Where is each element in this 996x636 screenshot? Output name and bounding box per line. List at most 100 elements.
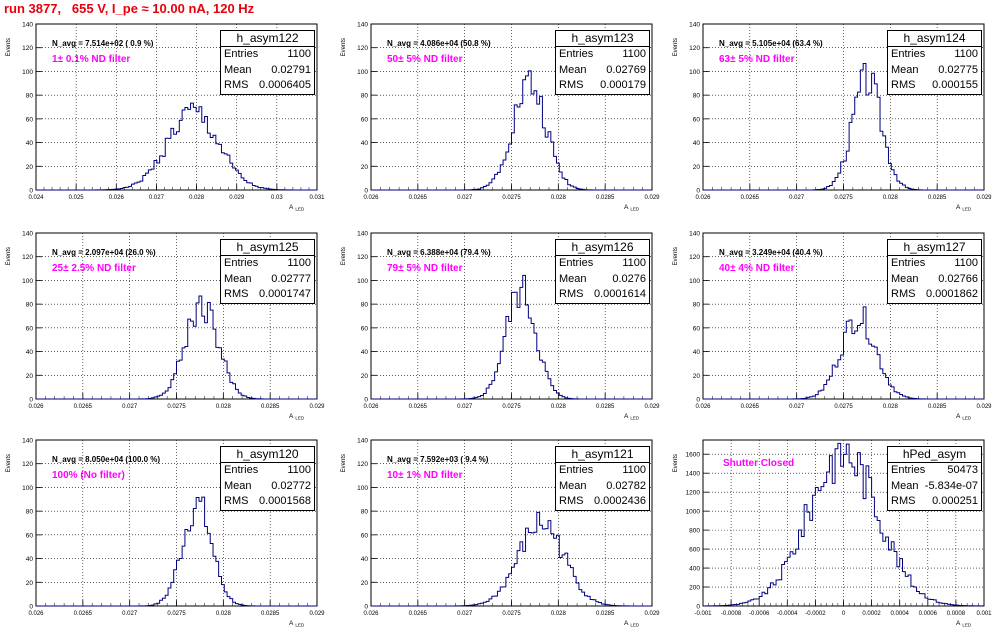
stats-mean-row: Mean 0.02791 xyxy=(221,63,314,79)
y-tick-label: 1000 xyxy=(686,509,701,516)
stats-label: RMS xyxy=(224,495,249,507)
stats-mean-row: Mean 0.02772 xyxy=(221,479,314,495)
x-axis-label: A LED xyxy=(624,413,640,421)
x-tick-label: 0.0275 xyxy=(834,404,853,410)
stats-value: 0.0276 xyxy=(612,272,646,285)
stats-value: 0.0001862 xyxy=(926,288,978,300)
stats-value: 0.0001614 xyxy=(594,288,646,300)
x-tick-label: 0.028 xyxy=(883,404,899,410)
stats-rms-row: RMS 0.0006405 xyxy=(221,78,314,94)
x-tick-label: 0.029 xyxy=(644,611,660,617)
y-tick-label: 120 xyxy=(22,461,33,468)
stats-label: RMS xyxy=(559,79,584,91)
stats-label: Entries xyxy=(891,257,926,269)
stats-entries-row: Entries 1100 xyxy=(888,47,981,63)
x-tick-label: 0.0265 xyxy=(74,611,93,617)
y-tick-label: 100 xyxy=(22,278,33,285)
stats-value: 1100 xyxy=(622,257,646,269)
y-tick-label: 60 xyxy=(693,325,701,332)
stats-entries-row: Entries 1100 xyxy=(221,256,314,272)
x-tick-label: 0.028 xyxy=(883,195,899,201)
plot-frame xyxy=(35,23,318,191)
filter-label: 25± 2.5% ND filter xyxy=(52,263,136,274)
stats-rms-row: RMS 0.0001747 xyxy=(221,287,314,303)
y-axis-label: Events xyxy=(6,247,12,265)
x-tick-label: 0.026 xyxy=(28,611,44,617)
stats-label: Mean xyxy=(559,63,587,76)
y-tick-label: 140 xyxy=(357,22,368,29)
x-tick-label: 0.028 xyxy=(551,404,567,410)
x-axis-label: A LED xyxy=(956,204,972,212)
stats-value: 1100 xyxy=(954,48,978,60)
x-tick-label: 0.027 xyxy=(122,404,138,410)
y-tick-label: 20 xyxy=(26,373,34,380)
histogram-line xyxy=(371,511,652,607)
stats-value: 1100 xyxy=(287,48,311,60)
x-axis-label-sub: LED xyxy=(962,207,972,212)
stats-label: Entries xyxy=(891,464,926,476)
y-tick-label: 0 xyxy=(364,397,368,404)
stats-box: h_asym120 Entries 1100 Mean 0.02772 RMS 0.0001… xyxy=(220,446,315,511)
stats-label: RMS xyxy=(224,288,249,300)
n-avg-label: N_avg = 7.514e+02 ( 0.9 %) xyxy=(52,39,154,48)
n-avg-label: N_avg = 8.050e+04 (100.0 %) xyxy=(52,455,161,464)
stats-label: RMS xyxy=(891,79,916,91)
y-tick-label: 60 xyxy=(361,532,369,539)
y-tick-label: 80 xyxy=(26,93,34,100)
x-tick-label: 0.026 xyxy=(109,195,125,201)
stats-entries-row: Entries 1100 xyxy=(221,47,314,63)
y-tick-label: 100 xyxy=(357,69,368,76)
stats-rms-row: RMS 0.0002436 xyxy=(556,494,649,510)
histogram-line xyxy=(36,102,317,191)
histogram-panel: 0 20 40 60 80 100 120 140 0.026 0.0265 0.027 0.0275… xyxy=(667,16,992,220)
x-tick-label: 0.0275 xyxy=(834,195,853,201)
y-tick-label: 40 xyxy=(26,140,34,147)
x-tick-label: 0.0265 xyxy=(74,404,93,410)
stats-entries-row: Entries 1100 xyxy=(556,463,649,479)
y-tick-label: 140 xyxy=(357,231,368,238)
y-tick-label: 20 xyxy=(361,164,369,171)
stats-label: Mean xyxy=(224,63,252,76)
page-title: run 3877, 655 V, I_pe ≈ 10.00 nA, 120 Hz xyxy=(4,1,255,16)
filter-label: 40± 4% ND filter xyxy=(719,263,795,274)
histogram-name: h_asym127 xyxy=(888,240,981,256)
x-tick-label: 0.0265 xyxy=(409,611,428,617)
stats-label: RMS xyxy=(224,79,249,91)
histogram-panel: 0 20 40 60 80 100 120 140 0.026 0.0265 0.027 0.0275… xyxy=(335,225,660,429)
stats-value: 0.0001568 xyxy=(259,495,311,507)
y-tick-label: 0 xyxy=(696,397,700,404)
x-axis-label-sub: LED xyxy=(295,623,305,628)
y-tick-label: 80 xyxy=(26,509,34,516)
stats-label: Mean xyxy=(559,479,587,492)
x-axis-label-sub: LED xyxy=(962,623,972,628)
y-tick-label: 140 xyxy=(22,231,33,238)
y-tick-label: 140 xyxy=(22,22,33,29)
histogram-panel: 0 20 40 60 80 100 120 140 0.026 0.0265 0.027 0.0275… xyxy=(335,16,660,220)
histogram-line xyxy=(36,295,317,400)
x-tick-label: 0.0265 xyxy=(409,404,428,410)
stats-mean-row: Mean 0.02775 xyxy=(888,63,981,79)
stats-value: 0.02782 xyxy=(606,479,646,492)
filter-label: 10± 1% ND filter xyxy=(387,470,463,481)
x-axis-label-main: A xyxy=(624,413,629,420)
x-tick-label: 0.0265 xyxy=(741,195,760,201)
stats-label: Mean xyxy=(891,479,919,492)
n-avg-label: N_avg = 4.086e+04 (50.8 %) xyxy=(387,39,491,48)
x-axis-label: A LED xyxy=(289,204,305,212)
histogram-line xyxy=(371,70,652,191)
stats-value: 0.0006405 xyxy=(259,79,311,91)
x-axis-label: A LED xyxy=(289,413,305,421)
y-tick-label: 100 xyxy=(22,485,33,492)
histogram-name: h_asym121 xyxy=(556,447,649,463)
stats-value: 1100 xyxy=(287,464,311,476)
histogram-name: h_asym123 xyxy=(556,31,649,47)
filter-label: Shutter Closed xyxy=(723,458,795,469)
histogram-panel: 0 20 40 60 80 100 120 140 0.026 0.0265 0.027 0.0275… xyxy=(0,432,325,636)
y-tick-label: 140 xyxy=(357,438,368,445)
histogram-line xyxy=(703,442,984,607)
stats-label: Mean xyxy=(891,63,919,76)
filter-label: 79± 5% ND filter xyxy=(387,263,463,274)
histogram-name: h_asym124 xyxy=(888,31,981,47)
stats-rms-row: RMS 0.000251 xyxy=(888,494,981,510)
y-tick-label: 20 xyxy=(26,164,34,171)
